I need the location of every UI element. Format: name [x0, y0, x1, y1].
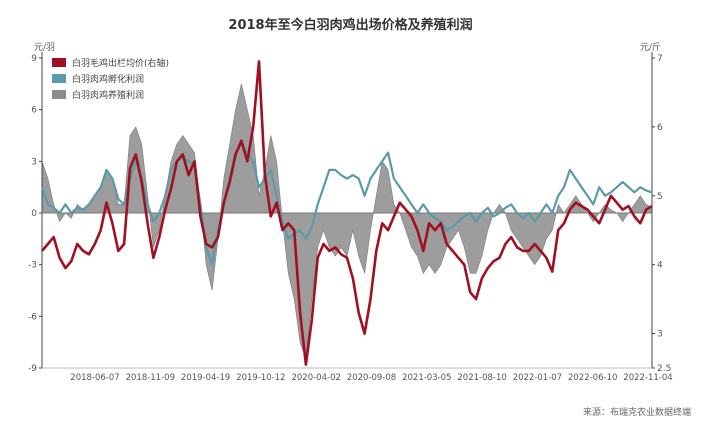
legend-swatch [52, 58, 66, 67]
x-tick-label: 2020-04-02 [291, 373, 340, 383]
x-tick-label: 2022-06-10 [568, 373, 617, 383]
right-tick-label: 3 [657, 330, 663, 340]
right-tick-label: 6 [657, 123, 663, 133]
left-axis-unit: 元/羽 [34, 43, 56, 53]
series-lines-layer [40, 60, 653, 366]
legend-label: 白羽肉鸡孵化利润 [72, 73, 144, 85]
x-tick-label: 2022-01-07 [513, 373, 562, 383]
left-tick-label: 6 [31, 106, 37, 116]
x-tick-label: 2021-03-05 [402, 373, 451, 383]
left-tick-label: -3 [28, 261, 37, 271]
x-tick-label: 2018-11-09 [126, 373, 175, 383]
right-tick-label: 4 [657, 261, 663, 271]
source-note: 来源：布瑞克农业数据终端 [582, 408, 691, 418]
legend-label: 白羽毛鸡出栏均价(右轴) [72, 57, 169, 69]
x-tick-label: 2022-11-04 [623, 373, 672, 383]
chart-title: 2018年至今白羽肉鸡出场价格及养殖利润 [228, 18, 473, 33]
x-tick-label: 2021-08-10 [457, 373, 506, 383]
x-tick-label: 2019-10-12 [236, 373, 285, 383]
right-tick-label: 2.5 [657, 364, 671, 374]
legend-swatch [52, 74, 66, 83]
x-tick-label: 2018-06-07 [70, 373, 119, 383]
legend-swatch [52, 90, 66, 99]
left-tick-label: -6 [28, 312, 37, 322]
left-tick-label: 9 [31, 54, 37, 64]
right-tick-label: 5 [657, 192, 663, 202]
x-tick-label: 2019-04-19 [181, 373, 230, 383]
series-line [41, 60, 653, 366]
left-tick-label: -9 [28, 364, 37, 374]
right-tick-label: 7 [657, 54, 663, 64]
legend-label: 白羽肉鸡养殖利润 [72, 89, 144, 101]
axes-layer: -9 -6 -3 0 3 6 9 2.5 3 4 5 6 7 2018-06-07 2018-11-09 20… [28, 52, 673, 383]
left-tick-label: 0 [31, 209, 37, 219]
series-area [41, 83, 653, 360]
right-axis-unit: 元/斤 [640, 43, 662, 53]
profit-area-layer [41, 83, 653, 360]
left-tick-label: 3 [31, 157, 37, 167]
x-tick-label: 2020-09-08 [347, 373, 396, 383]
